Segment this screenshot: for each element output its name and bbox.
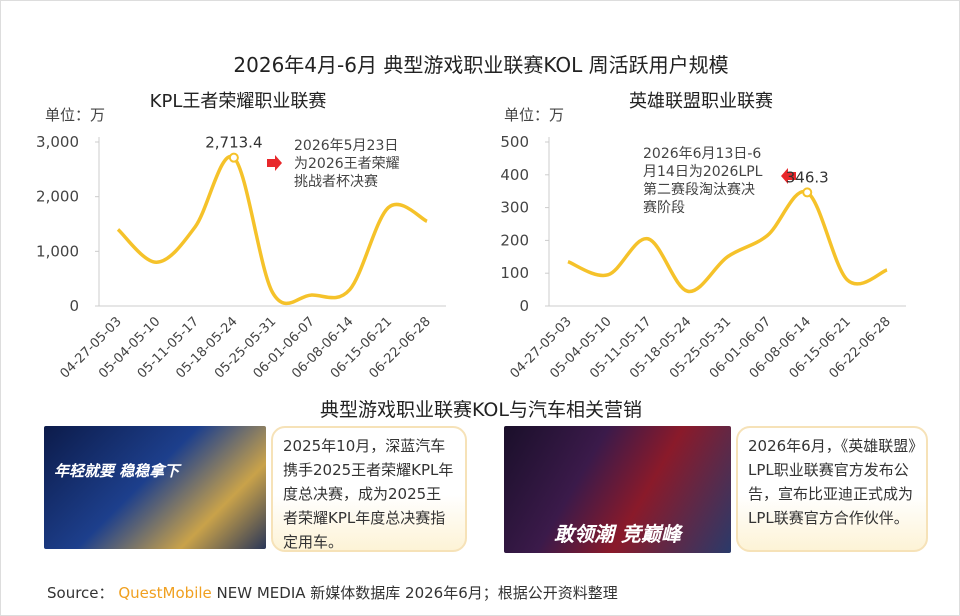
y-tick-label: 300 [500,199,529,217]
y-tick-label: 1,000 [36,242,79,260]
arrow [267,155,282,171]
y-tick-label: 500 [500,133,529,151]
line [116,154,428,306]
y-tick-label: 3,000 [36,133,79,151]
charts: KPL王者荣耀职业联赛单位：万01,0002,0003,00004-27-05-… [36,91,906,382]
arrow [781,168,796,184]
card-text: 2026年6月，《英雄联盟》LPL职业联赛官方发布公告，宣布比亚迪正式成为LPL… [736,426,928,552]
point [228,152,239,163]
y-tick-label: 0 [519,297,529,315]
unit-label: 单位：万 [45,106,105,124]
y-tick-label: 0 [69,297,79,315]
card-text: 2025年10月，深蓝汽车携手2025王者荣耀KPL年度总决赛，成为2025王者… [271,426,467,552]
point [802,187,813,198]
chart-title: KPL王者荣耀职业联赛 [150,91,327,112]
y-tick-label: 200 [500,231,529,249]
value-label: 2,713.4 [205,134,262,152]
line [567,189,888,293]
unit-label: 单位：万 [504,106,564,124]
y-tick-label: 2,000 [36,188,79,206]
y-tick-label: 400 [500,166,529,184]
annotation: 2026年5月23日为2026王者荣耀挑战者杯决赛 [294,138,400,190]
ad-image: 敢领潮 竞巅峰 [504,426,731,553]
value-label: 346.3 [786,168,829,186]
y-tick-label: 100 [500,264,529,282]
source-label: Source： [47,584,114,602]
ad-image: 年轻就要 稳稳拿下 [44,426,266,549]
source-text: NEW MEDIA 新媒体数据库 2026年6月；根据公开资料整理 [216,584,618,602]
source-brand: QuestMobile [118,584,212,602]
annotation: 2026年6月13日-6月14日为2026LPL第二赛段淘汰赛决赛阶段 [643,146,763,216]
section-title: 典型游戏职业联赛KOL与汽车相关营销 [320,399,642,421]
image-text: 年轻就要 稳稳拿下 [54,462,180,480]
page-title: 2026年4月-6月 典型游戏职业联赛KOL 周活跃用户规模 [233,53,729,77]
image-text: 敢领潮 竞巅峰 [554,522,681,546]
chart-title: 英雄联盟职业联赛 [629,91,773,112]
source: Source： QuestMobile NEW MEDIA 新媒体数据库 202… [47,582,618,603]
